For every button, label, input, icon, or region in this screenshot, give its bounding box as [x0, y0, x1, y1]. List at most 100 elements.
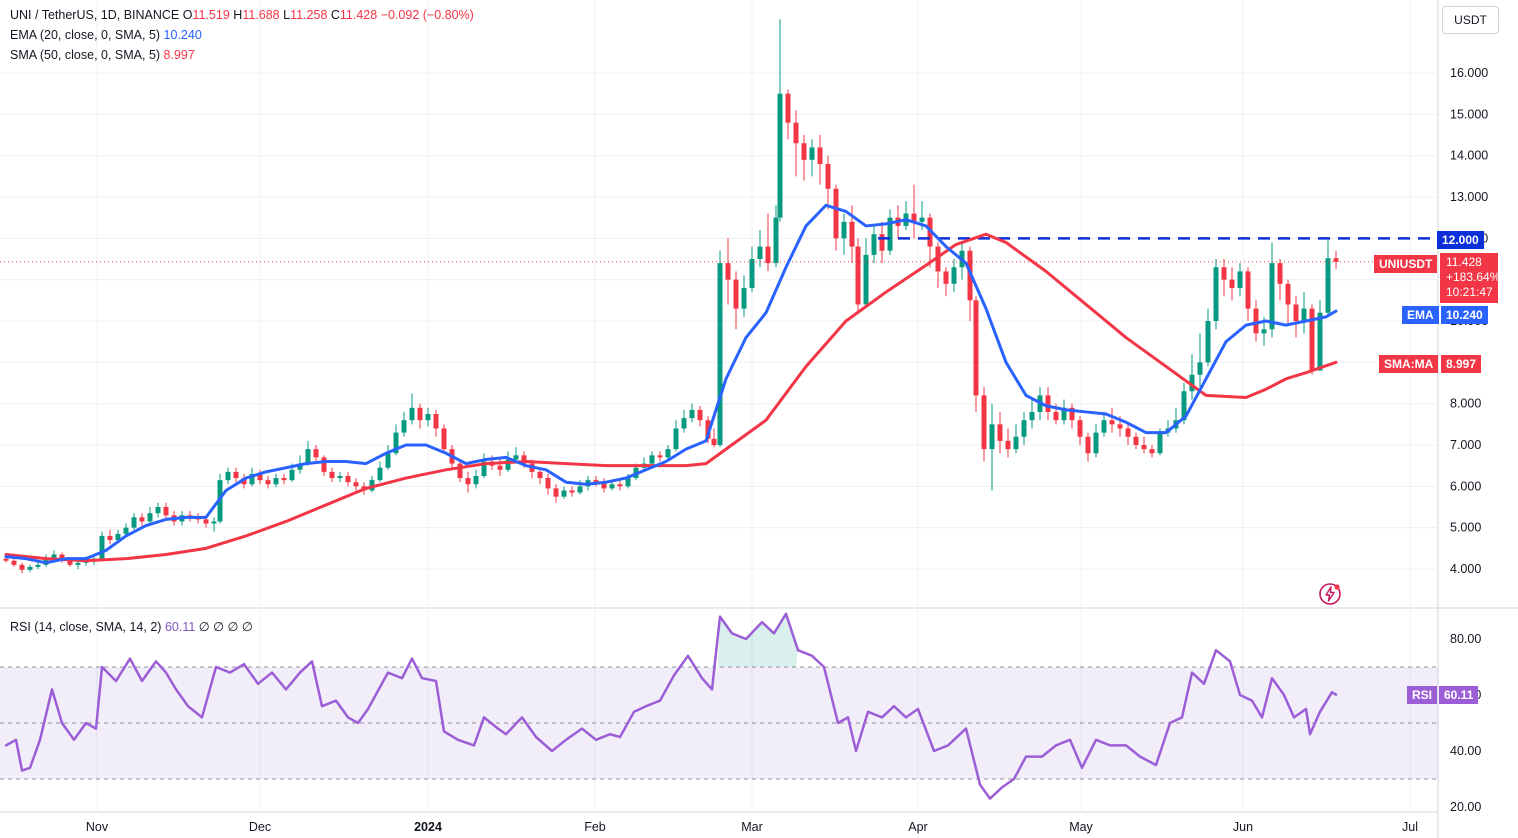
close-value: 11.428 — [339, 8, 378, 22]
candle-body — [887, 217, 893, 251]
candle-body — [785, 93, 791, 123]
candle-body — [833, 188, 839, 239]
candle-body — [147, 513, 153, 522]
candle-body — [19, 564, 25, 570]
candle-body — [249, 473, 255, 485]
price-tick-label: 16.000 — [1450, 66, 1488, 80]
candle-body — [241, 478, 247, 485]
candle-body — [1229, 279, 1235, 288]
candle-body — [273, 478, 279, 485]
candle-body — [951, 267, 957, 284]
candle-body — [825, 163, 831, 189]
price-tick-label: 15.000 — [1450, 107, 1488, 121]
candle-body — [305, 449, 311, 464]
candle-body — [997, 424, 1003, 441]
ema-label: EMA (20, close, 0, SMA, 5) — [10, 28, 161, 42]
candle-body — [1293, 304, 1299, 321]
candle-body — [681, 418, 687, 429]
candle-body — [1205, 321, 1211, 363]
candle-body — [1189, 374, 1195, 392]
candle-body — [313, 449, 319, 458]
candle-body — [879, 234, 885, 251]
candle-body — [593, 480, 599, 483]
candle-body — [409, 407, 415, 421]
sma-name-tag: SMA:MA — [1379, 355, 1439, 373]
symbol-title[interactable]: UNI / TetherUS, 1D, BINANCE — [10, 8, 180, 22]
candle-body — [465, 478, 471, 485]
candle-body — [131, 517, 137, 528]
bar-countdown: 10:21:47 — [1446, 285, 1493, 299]
lightning-icon[interactable] — [1318, 582, 1342, 606]
candle-body — [697, 409, 703, 421]
candle-body — [705, 420, 711, 439]
sma-value: 8.997 — [163, 48, 195, 62]
candle-body — [749, 259, 755, 288]
candle-body — [1245, 271, 1251, 309]
candle-body — [1117, 424, 1123, 429]
candle-body — [935, 246, 941, 272]
candle-body — [809, 147, 815, 160]
candle-body — [417, 407, 423, 421]
candle-body — [773, 217, 779, 264]
indicator-lines — [0, 203, 1438, 800]
rsi-label: RSI (14, close, SMA, 14, 2) — [10, 620, 162, 634]
candle-body — [569, 490, 575, 493]
open-value: 11.519 — [192, 8, 230, 22]
candle-body — [817, 147, 823, 164]
candle-body — [1213, 267, 1219, 321]
candle-body — [537, 471, 543, 479]
x-tick-label: Feb — [584, 820, 606, 834]
candle-body — [793, 122, 799, 144]
candle-body — [123, 527, 129, 534]
ohlc-legend: UNI / TetherUS, 1D, BINANCE O11.519 H11.… — [10, 8, 474, 22]
candle-body — [385, 453, 391, 468]
candle-body — [1141, 445, 1147, 450]
candle-body — [369, 480, 375, 491]
candle-body — [689, 409, 695, 419]
candle-body — [777, 93, 783, 218]
candle-body — [289, 469, 295, 481]
candle-body — [1253, 308, 1259, 334]
candle-body — [513, 455, 519, 460]
candle-body — [345, 476, 351, 483]
candle-body — [561, 490, 567, 497]
candle-body — [155, 507, 161, 514]
candle-body — [281, 478, 287, 481]
ema-name-tag: EMA — [1402, 306, 1439, 324]
candle-body — [1309, 308, 1315, 371]
candle-body — [1301, 308, 1307, 321]
x-tick-label: Dec — [249, 820, 271, 834]
price-tick-label: 8.000 — [1450, 397, 1481, 411]
rsi-legend[interactable]: RSI (14, close, SMA, 14, 2) 60.11 ∅ ∅ ∅ … — [10, 619, 253, 634]
sma-legend[interactable]: SMA (50, close, 0, SMA, 5) 8.997 — [10, 48, 195, 62]
candle-body — [99, 535, 105, 559]
x-tick-label: May — [1069, 820, 1093, 834]
sma-line — [4, 232, 1338, 563]
candle-body — [1077, 420, 1083, 437]
rsi-tick-label: 40.00 — [1450, 744, 1481, 758]
candle-body — [115, 533, 121, 541]
candle-body — [35, 564, 41, 567]
x-tick-label: Jul — [1402, 820, 1418, 834]
total-change: +183.64% — [1446, 270, 1501, 284]
currency-selector[interactable]: USDT — [1442, 6, 1499, 34]
candle-body — [911, 213, 917, 222]
candle-body — [855, 246, 861, 305]
price-tick-label: 6.000 — [1450, 479, 1481, 493]
candle-body — [1133, 436, 1139, 445]
rsi-line — [4, 612, 1338, 800]
candle-body — [441, 428, 447, 450]
candle-body — [107, 535, 113, 541]
candle-body — [297, 463, 303, 470]
candle-body — [1045, 395, 1051, 412]
candle-body — [393, 432, 399, 454]
candle-body — [11, 560, 17, 565]
candle-body — [841, 221, 847, 239]
ema-legend[interactable]: EMA (20, close, 0, SMA, 5) 10.240 — [10, 28, 202, 42]
candle-body — [497, 465, 503, 470]
candle-body — [625, 478, 631, 487]
candle-body — [59, 554, 65, 561]
price-tick-label: 14.000 — [1450, 149, 1488, 163]
candle-body — [75, 562, 81, 565]
